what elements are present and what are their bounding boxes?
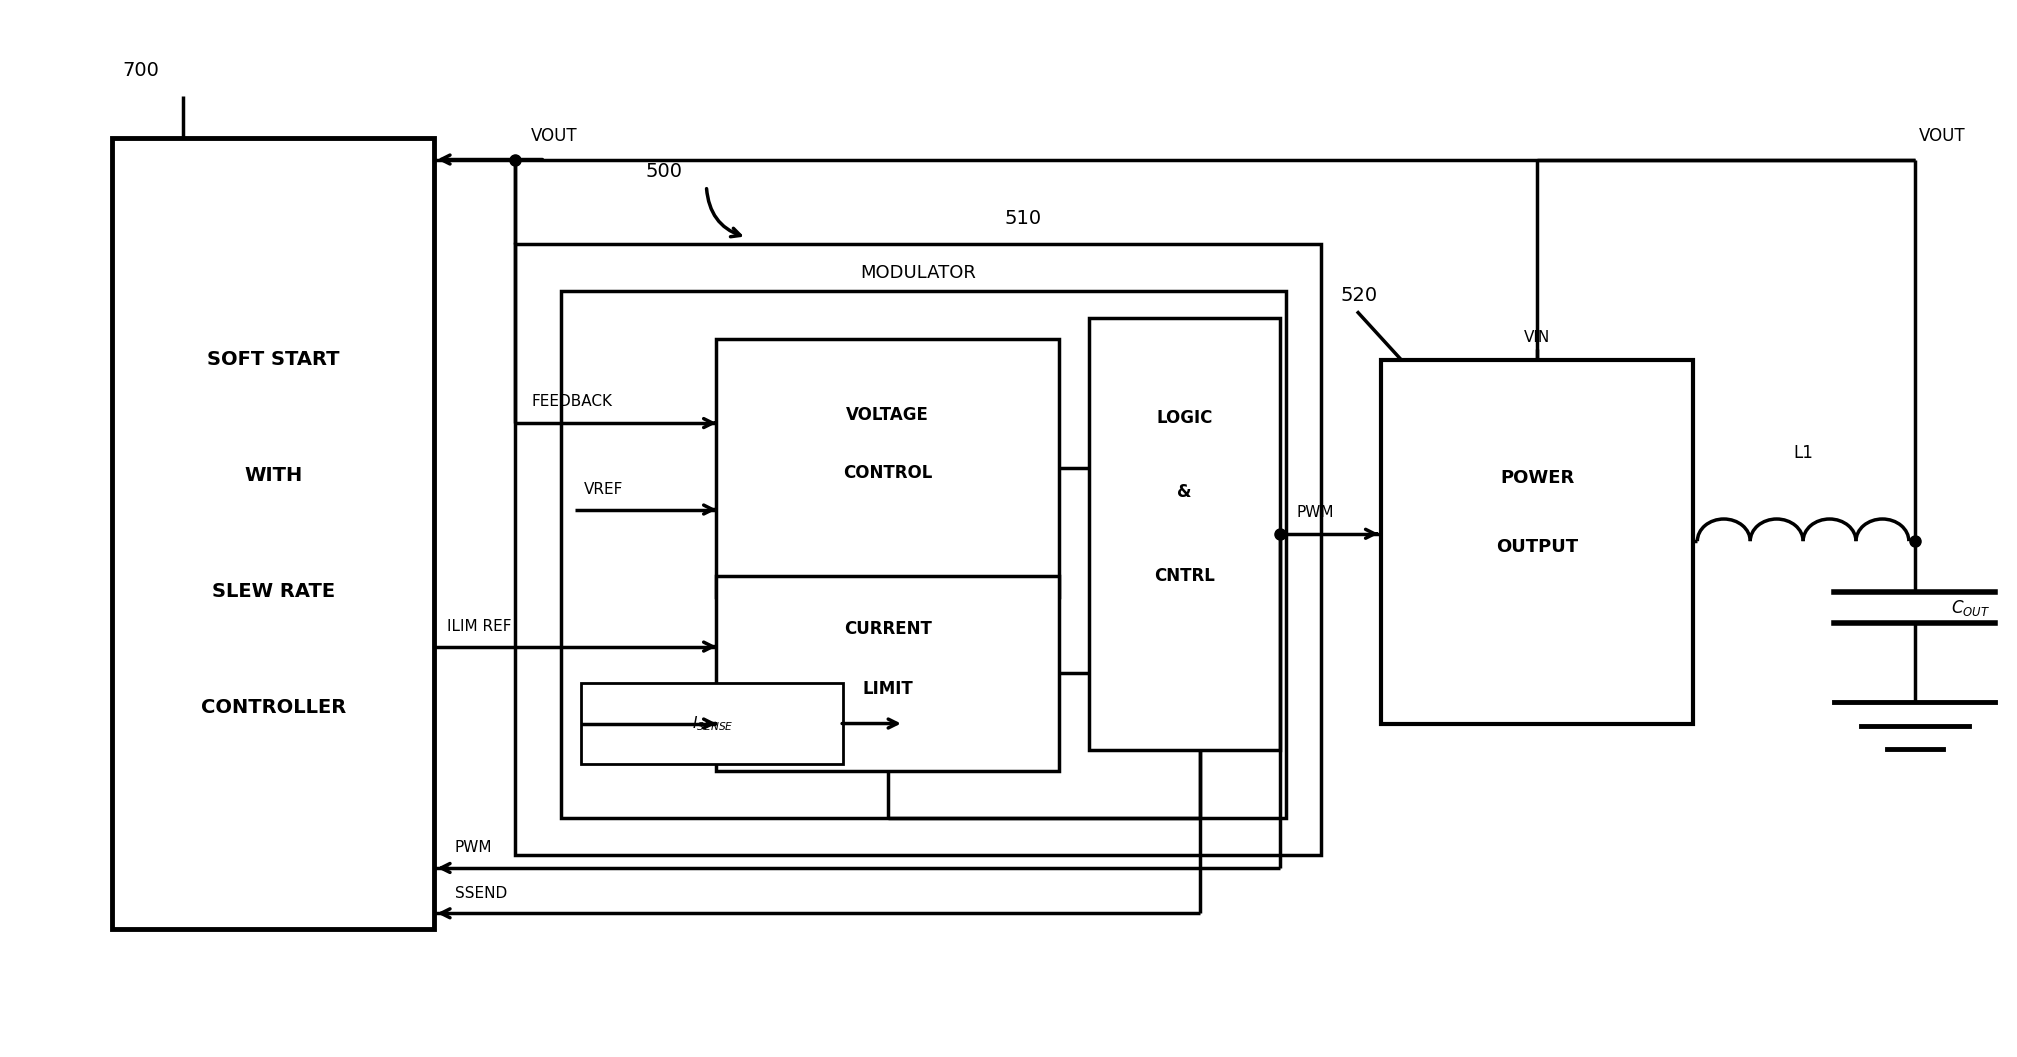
Text: 510: 510: [1004, 209, 1041, 228]
Text: VIN: VIN: [1525, 330, 1551, 345]
Text: CURRENT: CURRENT: [843, 620, 932, 638]
Text: LIMIT: LIMIT: [863, 681, 914, 699]
Text: OUTPUT: OUTPUT: [1497, 538, 1577, 556]
Text: 700: 700: [123, 61, 159, 80]
Bar: [716, 576, 1059, 771]
Text: VOLTAGE: VOLTAGE: [847, 406, 930, 424]
Text: $C_{OUT}$: $C_{OUT}$: [1950, 597, 1991, 617]
Text: CNTRL: CNTRL: [1154, 567, 1214, 585]
Bar: [1089, 318, 1281, 749]
Text: FEEDBACK: FEEDBACK: [530, 394, 611, 409]
Bar: [581, 684, 843, 763]
Text: $I_{SENSE}$: $I_{SENSE}$: [692, 715, 732, 733]
Text: SOFT START: SOFT START: [208, 350, 339, 369]
Text: 520: 520: [1341, 286, 1378, 305]
Text: WITH: WITH: [244, 466, 303, 485]
Text: L1: L1: [1793, 444, 1813, 462]
Text: CONTROL: CONTROL: [843, 464, 932, 482]
Text: VOUT: VOUT: [1918, 127, 1965, 145]
Text: &: &: [1178, 483, 1192, 501]
Text: ILIM REF: ILIM REF: [446, 619, 510, 634]
Bar: [1382, 359, 1694, 724]
Text: SLEW RATE: SLEW RATE: [212, 582, 335, 601]
Bar: [716, 338, 1059, 597]
Text: VREF: VREF: [583, 482, 623, 497]
Text: CONTROLLER: CONTROLLER: [200, 699, 347, 718]
Text: VOUT: VOUT: [530, 127, 577, 145]
Text: PWM: PWM: [1297, 505, 1333, 520]
Text: SSEND: SSEND: [454, 886, 506, 901]
Text: MODULATOR: MODULATOR: [859, 264, 976, 282]
Bar: [561, 292, 1287, 818]
Bar: [113, 138, 434, 929]
Bar: [514, 244, 1321, 855]
Text: POWER: POWER: [1501, 469, 1575, 487]
Text: 500: 500: [645, 162, 684, 181]
Text: LOGIC: LOGIC: [1156, 409, 1212, 427]
Text: PWM: PWM: [454, 840, 492, 855]
